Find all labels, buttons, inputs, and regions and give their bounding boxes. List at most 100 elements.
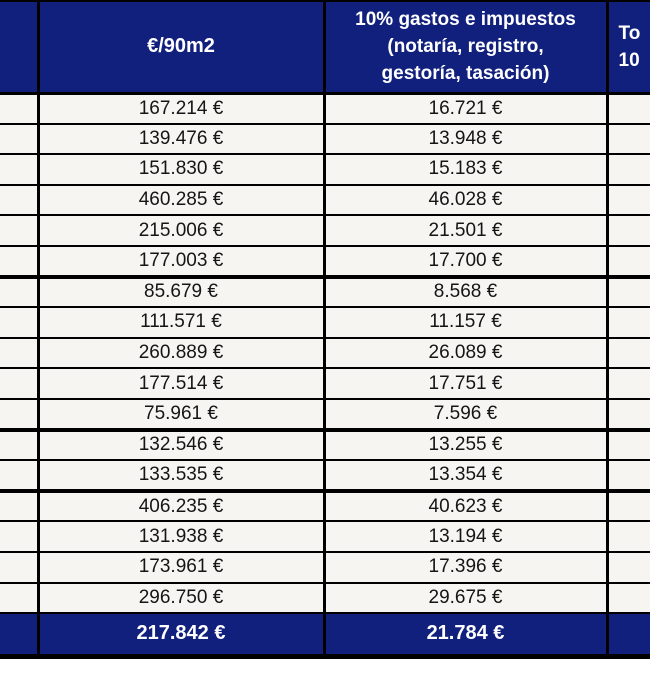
- cell-total-cropped[interactable]: [607, 397, 650, 432]
- cell-total-cropped[interactable]: [607, 122, 650, 156]
- cell-gastos[interactable]: 17.396 €: [324, 550, 609, 584]
- cell-gastos[interactable]: 46.028 €: [324, 183, 609, 217]
- cell-eur-90m2[interactable]: 131.938 €: [38, 520, 326, 553]
- cell-gastos[interactable]: 13.194 €: [324, 520, 609, 553]
- cell-gastos[interactable]: 13.354 €: [324, 459, 609, 493]
- total-gastos-cell[interactable]: 21.784 €: [324, 612, 609, 659]
- header-total-cropped[interactable]: To 10: [607, 0, 650, 95]
- cell-eur-90m2[interactable]: 139.476 €: [38, 122, 326, 156]
- row-label-cell[interactable]: [0, 581, 40, 615]
- row-label-cell[interactable]: [0, 183, 40, 217]
- row-label-cell[interactable]: [0, 214, 40, 247]
- total-row-label-cell[interactable]: [0, 612, 40, 659]
- row-label-cell[interactable]: [0, 550, 40, 584]
- cell-gastos[interactable]: 7.596 €: [324, 397, 609, 432]
- row-label-cell[interactable]: [0, 520, 40, 553]
- row-label-cell[interactable]: [0, 367, 40, 400]
- cell-gastos[interactable]: 40.623 €: [324, 489, 609, 523]
- row-label-cell[interactable]: [0, 275, 40, 309]
- header-gastos-line-1: 10% gastos e impuestos: [355, 9, 576, 31]
- table-row: 460.285 € 46.028 €: [0, 183, 650, 217]
- table-row: 131.938 € 13.194 €: [0, 520, 650, 553]
- cell-total-cropped[interactable]: [607, 244, 650, 279]
- cell-eur-90m2[interactable]: 296.750 €: [38, 581, 326, 615]
- row-label-cell[interactable]: [0, 244, 40, 279]
- property-costs-table: €/90m2 10% gastos e impuestos (notaría, …: [0, 0, 650, 659]
- total-total-cell[interactable]: [607, 612, 650, 659]
- cell-total-cropped[interactable]: [607, 428, 650, 462]
- cell-eur-90m2[interactable]: 260.889 €: [38, 336, 326, 370]
- header-total-line-1: To: [618, 22, 641, 44]
- row-label-cell[interactable]: [0, 92, 40, 125]
- cell-eur-90m2[interactable]: 167.214 €: [38, 92, 326, 125]
- table-row: 177.514 € 17.751 €: [0, 367, 650, 400]
- cell-gastos[interactable]: 15.183 €: [324, 153, 609, 186]
- cell-total-cropped[interactable]: [607, 183, 650, 217]
- cell-total-cropped[interactable]: [607, 550, 650, 584]
- cell-eur-90m2[interactable]: 215.006 €: [38, 214, 326, 247]
- cell-total-cropped[interactable]: [607, 153, 650, 186]
- table-row: 173.961 € 17.396 €: [0, 550, 650, 584]
- header-row-label[interactable]: [0, 0, 40, 95]
- table-row: 167.214 € 16.721 €: [0, 92, 650, 125]
- header-gastos-line-2: (notaría, registro,: [387, 36, 544, 58]
- cell-eur-90m2[interactable]: 177.003 €: [38, 244, 326, 279]
- cell-gastos[interactable]: 17.700 €: [324, 244, 609, 279]
- row-label-cell[interactable]: [0, 397, 40, 432]
- table-row: 215.006 € 21.501 €: [0, 214, 650, 247]
- table-row: 75.961 € 7.596 €: [0, 397, 650, 432]
- header-gastos-impuestos[interactable]: 10% gastos e impuestos (notaría, registr…: [324, 0, 609, 95]
- cell-gastos[interactable]: 8.568 €: [324, 275, 609, 309]
- table-row: 111.571 € 11.157 €: [0, 306, 650, 339]
- header-total-line-2: 10: [618, 49, 640, 71]
- table-row: 139.476 € 13.948 €: [0, 122, 650, 156]
- header-eur-90m2[interactable]: €/90m2: [38, 0, 326, 95]
- cell-eur-90m2[interactable]: 85.679 €: [38, 275, 326, 309]
- cell-gastos[interactable]: 13.948 €: [324, 122, 609, 156]
- cell-total-cropped[interactable]: [607, 275, 650, 309]
- cell-gastos[interactable]: 17.751 €: [324, 367, 609, 400]
- cell-total-cropped[interactable]: [607, 520, 650, 553]
- cell-eur-90m2[interactable]: 132.546 €: [38, 428, 326, 462]
- table-row: 151.830 € 15.183 €: [0, 153, 650, 186]
- cell-eur-90m2[interactable]: 177.514 €: [38, 367, 326, 400]
- cell-gastos[interactable]: 13.255 €: [324, 428, 609, 462]
- cell-total-cropped[interactable]: [607, 367, 650, 400]
- cell-eur-90m2[interactable]: 75.961 €: [38, 397, 326, 432]
- cell-eur-90m2[interactable]: 406.235 €: [38, 489, 326, 523]
- table-row: 85.679 € 8.568 €: [0, 275, 650, 309]
- table-body: 167.214 € 16.721 € 139.476 € 13.948 € 15…: [0, 92, 650, 615]
- cell-gastos[interactable]: 16.721 €: [324, 92, 609, 125]
- cell-eur-90m2[interactable]: 173.961 €: [38, 550, 326, 584]
- cell-gastos[interactable]: 11.157 €: [324, 306, 609, 339]
- cell-total-cropped[interactable]: [607, 92, 650, 125]
- cell-eur-90m2[interactable]: 111.571 €: [38, 306, 326, 339]
- cell-total-cropped[interactable]: [607, 581, 650, 615]
- row-label-cell[interactable]: [0, 336, 40, 370]
- table-row: 133.535 € 13.354 €: [0, 459, 650, 493]
- cell-eur-90m2[interactable]: 133.535 €: [38, 459, 326, 493]
- table-footer: 217.842 € 21.784 €: [0, 612, 650, 659]
- cell-gastos[interactable]: 21.501 €: [324, 214, 609, 247]
- cell-total-cropped[interactable]: [607, 459, 650, 493]
- cell-total-cropped[interactable]: [607, 306, 650, 339]
- row-label-cell[interactable]: [0, 306, 40, 339]
- row-label-cell[interactable]: [0, 459, 40, 493]
- cell-eur-90m2[interactable]: 151.830 €: [38, 153, 326, 186]
- cell-total-cropped[interactable]: [607, 214, 650, 247]
- cell-total-cropped[interactable]: [607, 336, 650, 370]
- header-row: €/90m2 10% gastos e impuestos (notaría, …: [0, 0, 650, 95]
- cell-total-cropped[interactable]: [607, 489, 650, 523]
- cell-eur-90m2[interactable]: 460.285 €: [38, 183, 326, 217]
- cell-gastos[interactable]: 29.675 €: [324, 581, 609, 615]
- row-label-cell[interactable]: [0, 428, 40, 462]
- table-row: 132.546 € 13.255 €: [0, 428, 650, 462]
- total-eur-90m2-cell[interactable]: 217.842 €: [38, 612, 326, 659]
- row-label-cell[interactable]: [0, 153, 40, 186]
- row-label-cell[interactable]: [0, 489, 40, 523]
- header-gastos-line-3: gestoría, tasación): [381, 63, 550, 85]
- total-row: 217.842 € 21.784 €: [0, 612, 650, 659]
- cell-gastos[interactable]: 26.089 €: [324, 336, 609, 370]
- table-row: 260.889 € 26.089 €: [0, 336, 650, 370]
- row-label-cell[interactable]: [0, 122, 40, 156]
